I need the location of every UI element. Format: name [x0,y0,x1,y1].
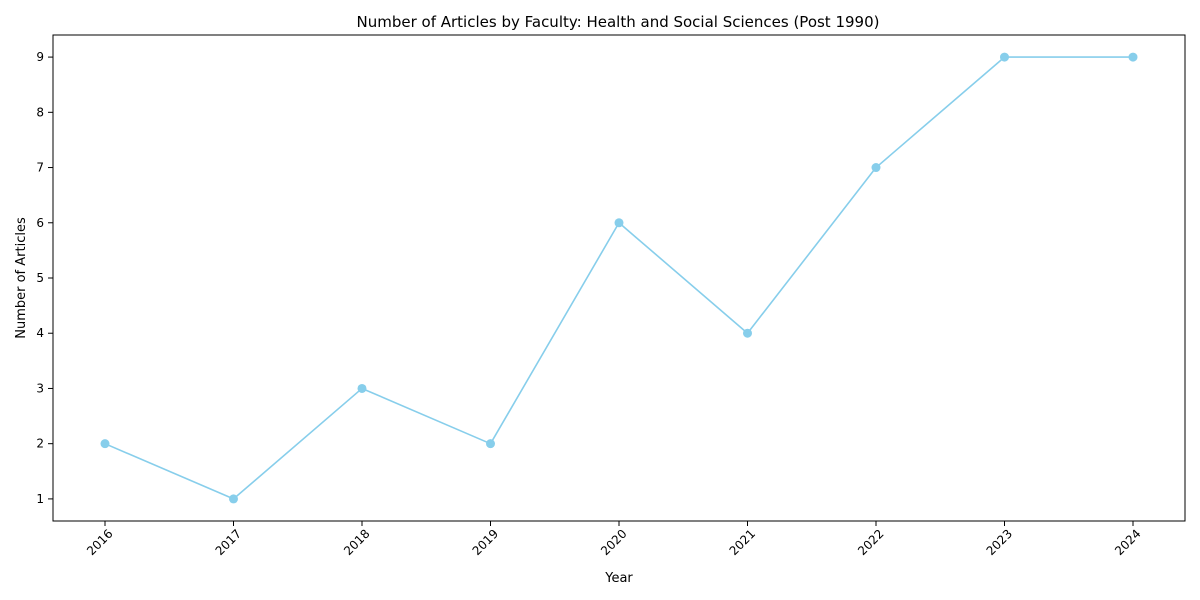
data-point [1128,52,1138,62]
data-point [100,439,110,449]
data-point [614,218,624,228]
y-tick-label: 4 [36,326,44,340]
x-tick-label: 2016 [84,527,115,558]
x-tick-label: 2017 [213,527,244,558]
y-tick-label: 6 [36,216,44,230]
plot-frame [52,34,1186,522]
y-axis-label: Number of Articles [14,217,29,339]
y-tick-label: 7 [36,161,44,175]
data-point [1000,52,1009,62]
x-tick-label: 2023 [984,527,1015,558]
data-point [229,494,238,504]
x-tick-label: 2019 [470,527,501,558]
x-tick-label: 2024 [1112,527,1143,558]
y-tick-label: 5 [36,271,44,285]
data-point [871,163,881,173]
data-point [486,439,495,449]
y-tick-label: 1 [36,492,44,506]
y-tick-label: 2 [36,437,44,451]
chart-title: Number of Articles by Faculty: Health an… [357,13,880,31]
y-tick-label: 9 [36,50,44,64]
series-line [104,56,1133,500]
x-axis-label: Year [604,571,633,586]
y-tick-label: 3 [36,381,44,395]
x-tick-label: 2018 [341,527,372,558]
plot-area [100,52,1138,504]
x-tick-label: 2022 [855,527,886,558]
x-tick-label: 2021 [727,527,758,558]
x-tick-label: 2020 [598,527,629,558]
y-tick-label: 8 [36,105,44,119]
data-point [743,328,752,338]
data-point [357,383,367,393]
